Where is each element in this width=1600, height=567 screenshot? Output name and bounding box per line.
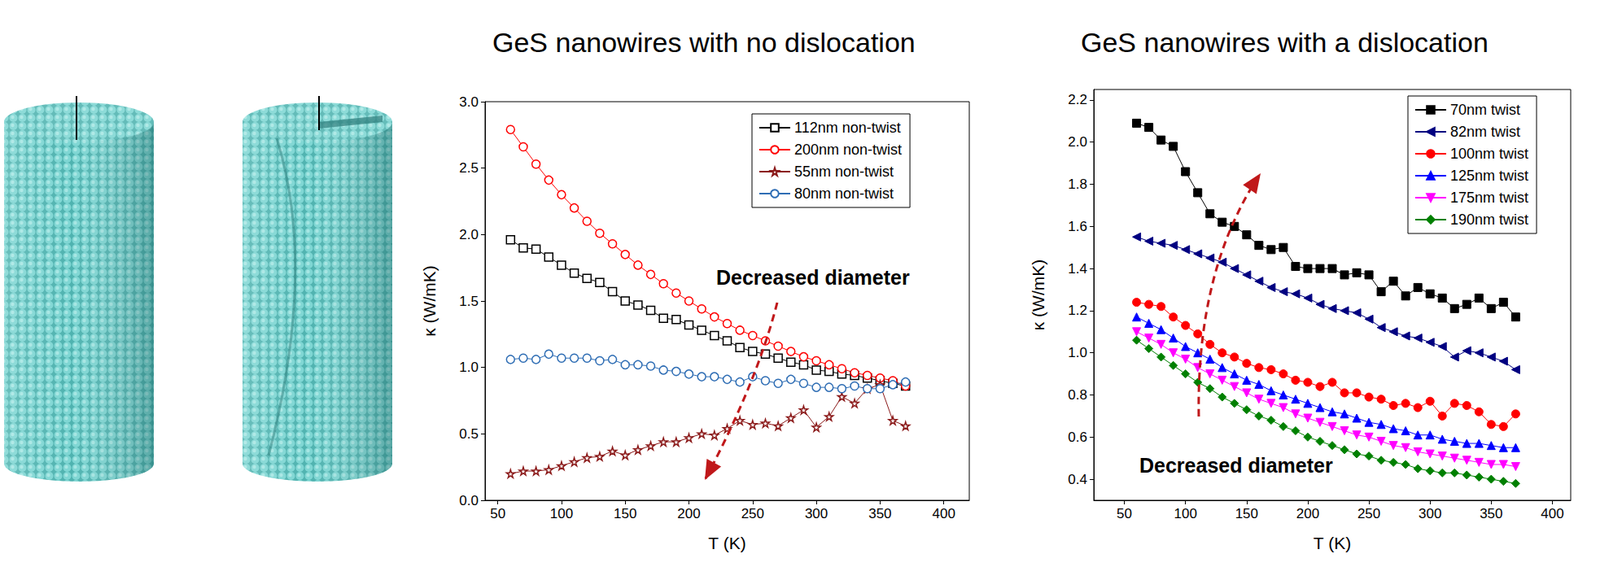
svg-text:82nm twist: 82nm twist — [1450, 123, 1521, 140]
svg-text:κ (W/mK): κ (W/mK) — [419, 265, 439, 337]
svg-text:1.2: 1.2 — [1067, 302, 1088, 319]
svg-text:0.8: 0.8 — [1067, 387, 1088, 403]
svg-text:0.6: 0.6 — [1067, 429, 1088, 446]
svg-text:1.6: 1.6 — [1067, 218, 1088, 235]
svg-text:1.4: 1.4 — [1067, 261, 1088, 277]
svg-text:100: 100 — [1174, 506, 1198, 522]
svg-text:2.0: 2.0 — [459, 227, 479, 243]
svg-text:200nm non-twist: 200nm non-twist — [794, 141, 902, 158]
svg-text:0.4: 0.4 — [1067, 472, 1088, 488]
svg-text:100: 100 — [550, 506, 573, 522]
svg-text:50: 50 — [1116, 506, 1133, 522]
svg-text:3.0: 3.0 — [459, 94, 479, 110]
svg-text:100nm twist: 100nm twist — [1450, 145, 1529, 162]
svg-text:55nm non-twist: 55nm non-twist — [794, 163, 894, 180]
svg-text:0.0: 0.0 — [459, 493, 479, 509]
svg-text:κ (W/mK): κ (W/mK) — [1028, 259, 1048, 331]
svg-text:250: 250 — [1357, 506, 1381, 522]
svg-text:200: 200 — [1296, 506, 1320, 522]
svg-text:150: 150 — [613, 506, 637, 522]
svg-text:190nm twist: 190nm twist — [1450, 211, 1529, 228]
svg-text:50: 50 — [489, 506, 506, 522]
svg-text:200: 200 — [677, 506, 700, 522]
svg-text:175nm twist: 175nm twist — [1450, 189, 1529, 206]
svg-text:T (K): T (K) — [1313, 533, 1351, 553]
svg-text:350: 350 — [1479, 506, 1503, 522]
svg-text:80nm non-twist: 80nm non-twist — [794, 185, 894, 202]
svg-text:1.0: 1.0 — [1067, 345, 1088, 361]
svg-text:400: 400 — [1540, 506, 1564, 522]
svg-text:2.2: 2.2 — [1067, 91, 1088, 108]
svg-text:1.0: 1.0 — [459, 359, 479, 376]
svg-text:125nm twist: 125nm twist — [1450, 167, 1529, 184]
svg-text:250: 250 — [741, 506, 765, 522]
svg-text:300: 300 — [804, 506, 828, 522]
svg-text:112nm non-twist: 112nm non-twist — [794, 119, 901, 136]
svg-text:GeS nanowires with no dislocat: GeS nanowires with no dislocation — [492, 26, 916, 58]
svg-text:2.0: 2.0 — [1067, 134, 1088, 150]
svg-text:1.5: 1.5 — [459, 293, 479, 310]
svg-text:GeS nanowires with a dislocati: GeS nanowires with a dislocation — [1080, 26, 1489, 58]
svg-text:400: 400 — [931, 506, 955, 522]
svg-text:70nm twist: 70nm twist — [1450, 101, 1521, 119]
svg-text:2.5: 2.5 — [459, 160, 479, 176]
svg-text:350: 350 — [868, 506, 892, 522]
svg-text:150: 150 — [1235, 506, 1259, 522]
svg-text:T (K): T (K) — [708, 533, 746, 553]
svg-text:0.5: 0.5 — [459, 426, 479, 442]
svg-text:1.8: 1.8 — [1067, 176, 1088, 193]
svg-text:300: 300 — [1418, 506, 1442, 522]
svg-text:Decreased diameter: Decreased diameter — [716, 266, 910, 289]
svg-text:Decreased diameter: Decreased diameter — [1139, 454, 1334, 477]
